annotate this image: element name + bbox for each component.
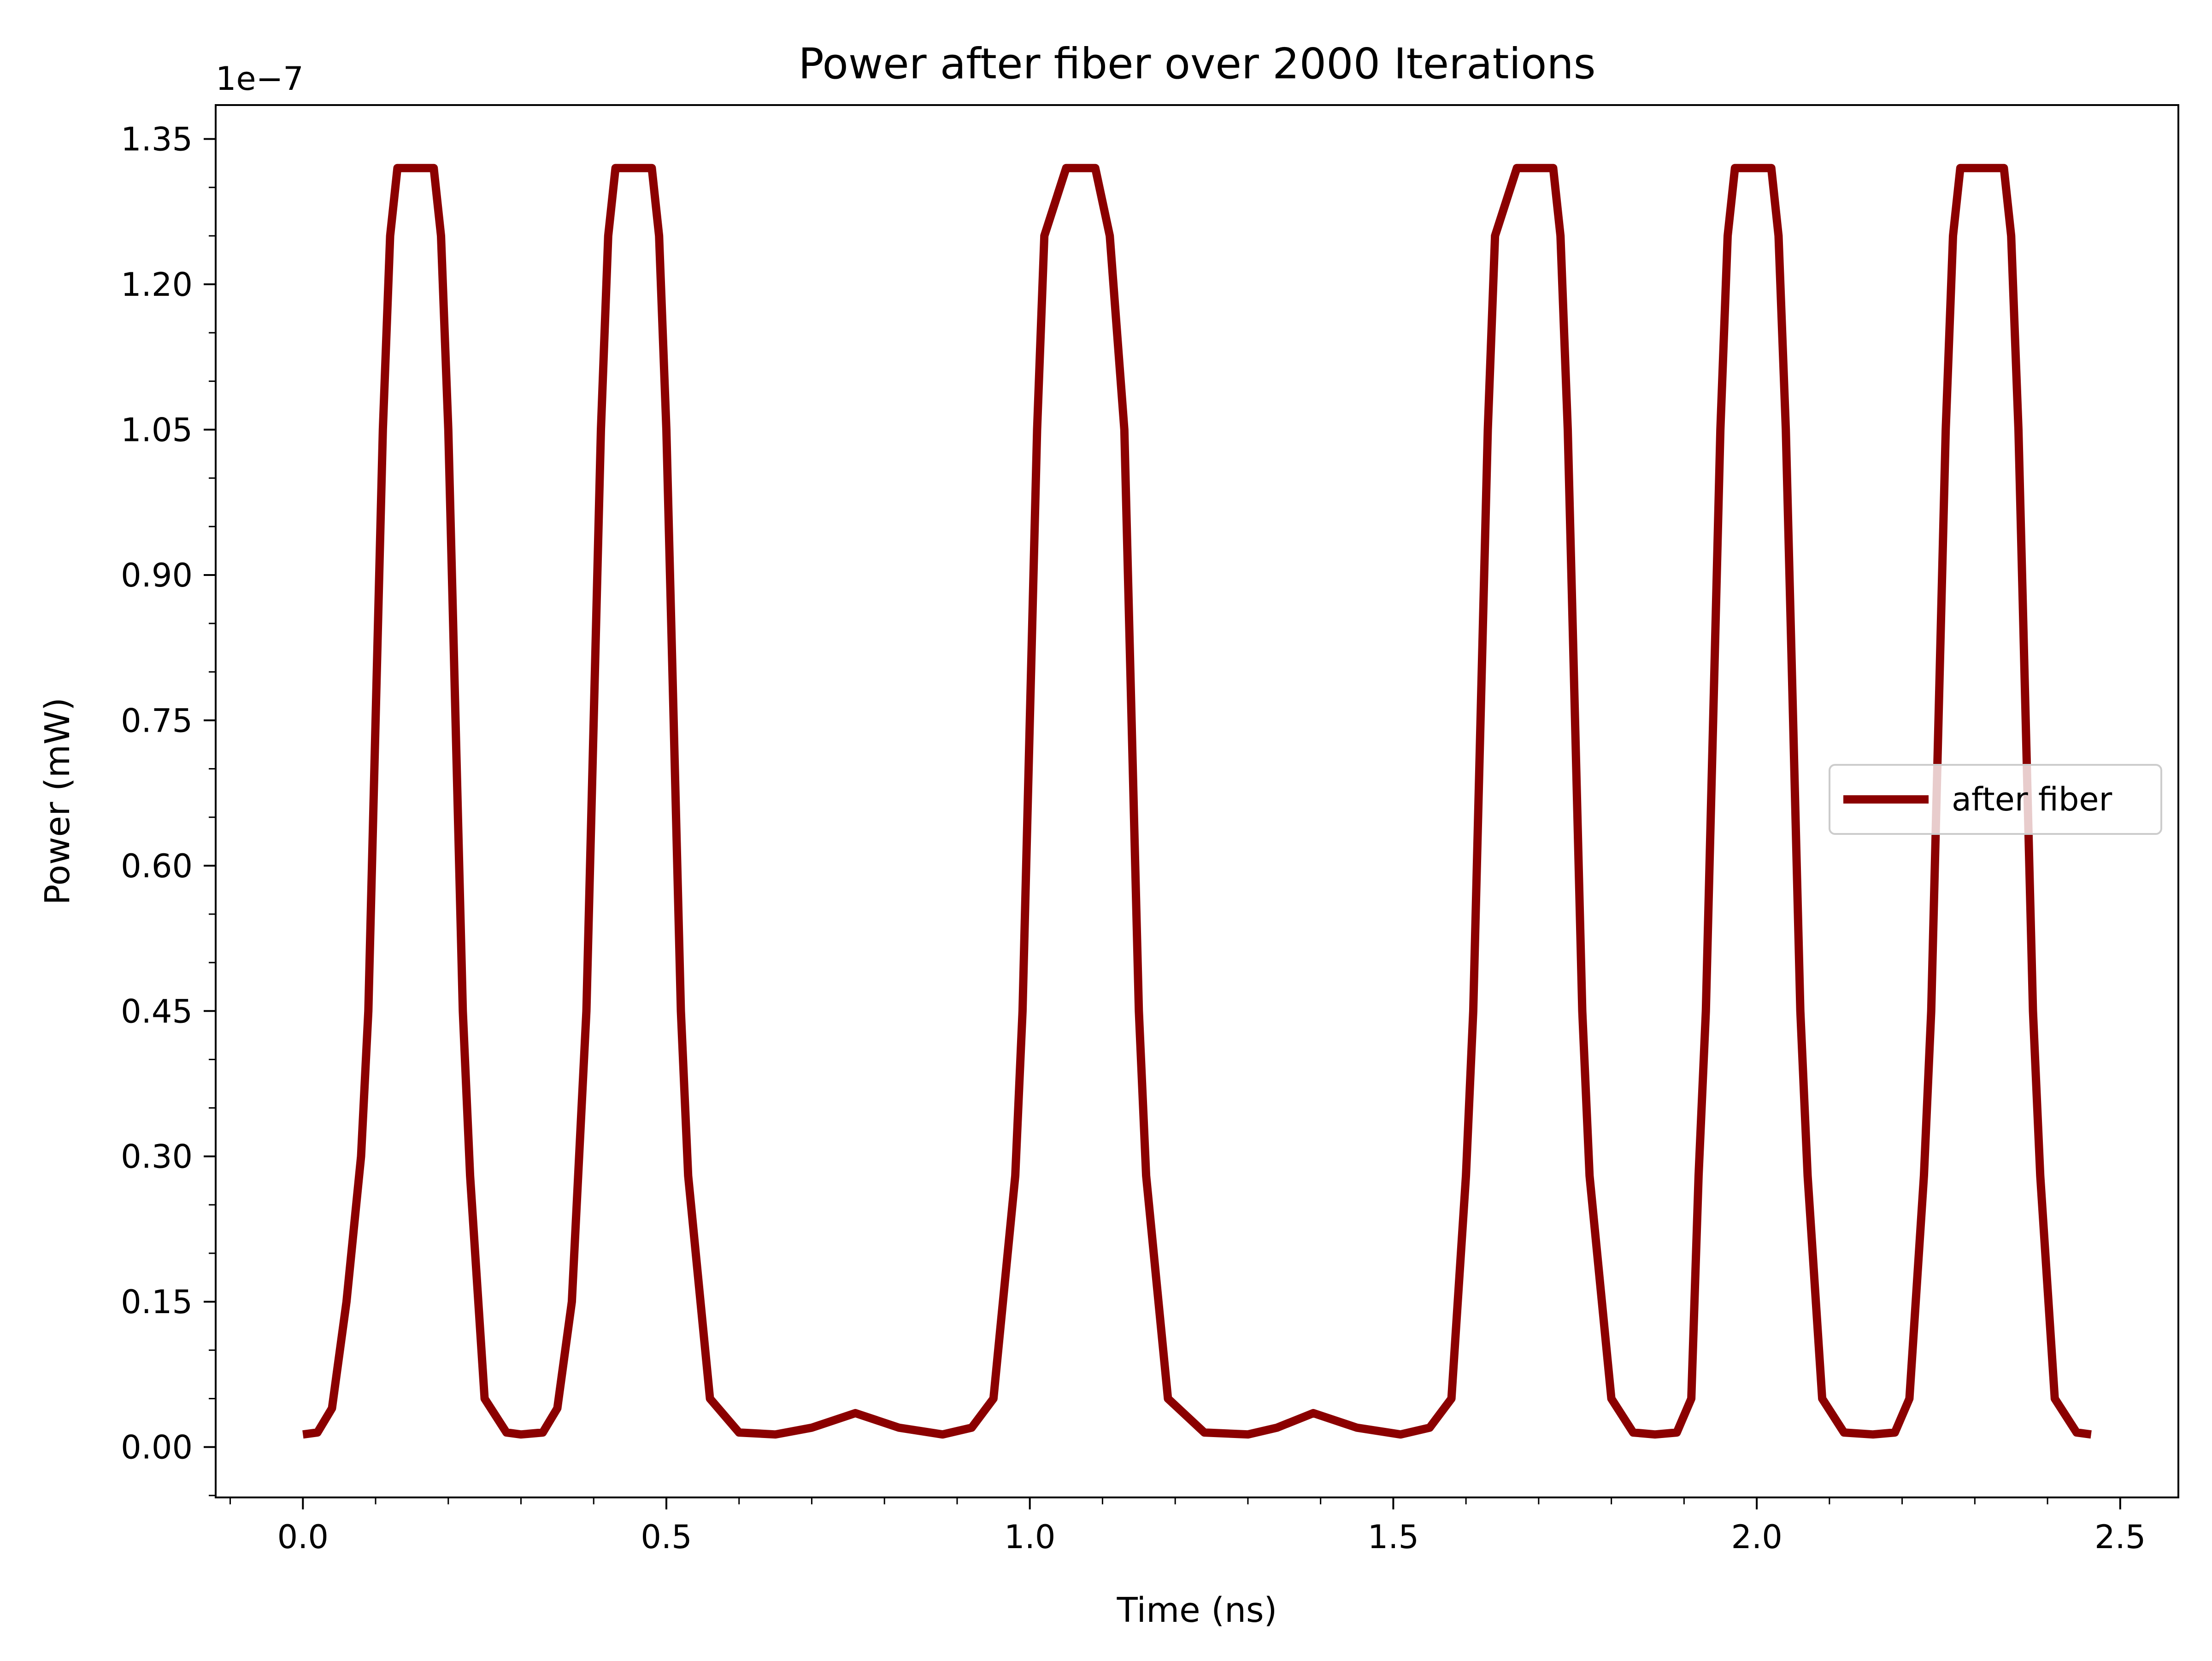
x-tick-label: 2.0 [1731, 1518, 1782, 1556]
y-tick-label: 0.15 [121, 1283, 193, 1321]
y-tick-label: 1.35 [121, 121, 193, 158]
x-axis-label: Time (ns) [1117, 1591, 1277, 1630]
chart-title: Power after fiber over 2000 Iterations [798, 39, 1595, 88]
plot-frame [215, 104, 2179, 1498]
x-tick-label: 0.5 [641, 1518, 692, 1556]
y-axis-label: Power (mW) [38, 698, 77, 905]
y-tick-label: 0.60 [121, 847, 193, 885]
legend-label: after fiber [1952, 781, 2112, 818]
legend-box [1829, 764, 2162, 835]
y-tick-label: 1.20 [121, 266, 193, 304]
y-offset-text: 1e−7 [216, 60, 304, 98]
y-tick-label: 0.90 [121, 557, 193, 594]
y-tick-label: 1.05 [121, 411, 193, 449]
x-tick-label: 1.0 [1004, 1518, 1055, 1556]
y-tick-label: 0.75 [121, 702, 193, 740]
x-tick-label: 0.0 [277, 1518, 329, 1556]
x-tick-label: 2.5 [2094, 1518, 2146, 1556]
plot-layer: 0.0 0.5 1.0 1.5 2.0 2.5 0.00 0.15 0.30 0.45 0.60 0.… [121, 104, 2179, 1556]
y-tick-label: 0.30 [121, 1138, 193, 1176]
x-tick-label: 1.5 [1368, 1518, 1419, 1556]
y-tick-label: 0.45 [121, 992, 193, 1030]
series-line [302, 164, 2092, 1439]
y-tick-label: 0.00 [121, 1429, 193, 1467]
